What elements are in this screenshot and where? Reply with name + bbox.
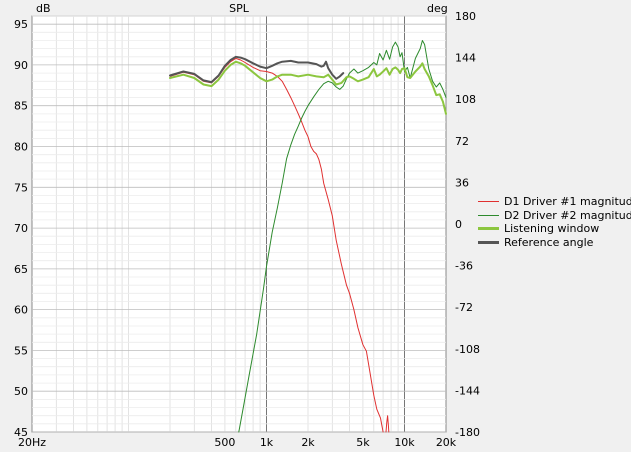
legend-swatch — [478, 214, 499, 216]
y-tick-label: 70 — [14, 222, 28, 235]
legend-item: Listening window — [478, 222, 631, 236]
legend-swatch — [478, 227, 499, 231]
y-tick-label: 60 — [14, 304, 28, 317]
y-axis-left-unit: dB — [36, 2, 51, 15]
x-tick-label: 5k — [356, 436, 370, 449]
legend-item: Reference angle — [478, 236, 631, 250]
y2-tick-label: -72 — [455, 301, 473, 314]
y2-tick-label: -180 — [455, 426, 480, 439]
y-tick-label: 80 — [14, 141, 28, 154]
y-tick-label: 85 — [14, 100, 28, 113]
y-tick-label: 65 — [14, 263, 28, 276]
x-tick-label: 2k — [301, 436, 315, 449]
x-tick-label: 1k — [260, 436, 274, 449]
legend-swatch — [478, 240, 499, 244]
y2-tick-label: 36 — [455, 176, 469, 189]
legend-label: D1 Driver #1 magnitude — [504, 195, 631, 209]
y2-tick-label: 0 — [455, 218, 462, 231]
legend-label: Reference angle — [504, 235, 594, 249]
grid-lines — [32, 15, 446, 433]
y2-tick-label: -144 — [455, 384, 480, 397]
y2-tick-label: 144 — [455, 52, 476, 65]
legend-label: Listening window — [504, 222, 600, 236]
y2-tick-label: 108 — [455, 93, 476, 106]
x-tick-label: 500 — [214, 436, 235, 449]
data-series — [169, 40, 447, 433]
x-tick-label: 20k — [436, 436, 457, 449]
y-tick-label: 95 — [14, 18, 28, 31]
y-tick-label: 55 — [14, 344, 28, 357]
x-tick-label: 20Hz — [18, 436, 46, 449]
y2-tick-label: -108 — [455, 343, 480, 356]
y2-tick-label: -36 — [455, 260, 473, 273]
chart-title: SPL — [229, 2, 250, 15]
legend-item: D2 Driver #2 magnitude — [478, 209, 631, 223]
series-line-1 — [169, 57, 384, 433]
x-tick-label: 10k — [394, 436, 415, 449]
legend-swatch — [478, 201, 499, 203]
legend-label: D2 Driver #2 magnitude — [504, 208, 631, 222]
y2-tick-label: 180 — [455, 10, 476, 23]
series-line-4 — [169, 60, 447, 115]
series-line-3 — [238, 40, 447, 433]
y-axis-right-unit: deg — [427, 2, 448, 15]
y-tick-label: 90 — [14, 59, 28, 72]
series-line-2 — [385, 415, 390, 433]
legend-item: D1 Driver #1 magnitude — [478, 195, 631, 209]
y2-tick-label: 72 — [455, 135, 469, 148]
legend: D1 Driver #1 magnitude D2 Driver #2 magni… — [478, 195, 631, 249]
y-tick-label: 50 — [14, 385, 28, 398]
axis-labels: 45 50 55 60 65 70 75 80 85 90 95 -180 -144 -108 -72 -36… — [14, 10, 480, 449]
y-tick-label: 45 — [14, 426, 28, 439]
y-tick-label: 75 — [14, 181, 28, 194]
series-line-5 — [169, 55, 345, 84]
plot-area — [31, 15, 447, 433]
